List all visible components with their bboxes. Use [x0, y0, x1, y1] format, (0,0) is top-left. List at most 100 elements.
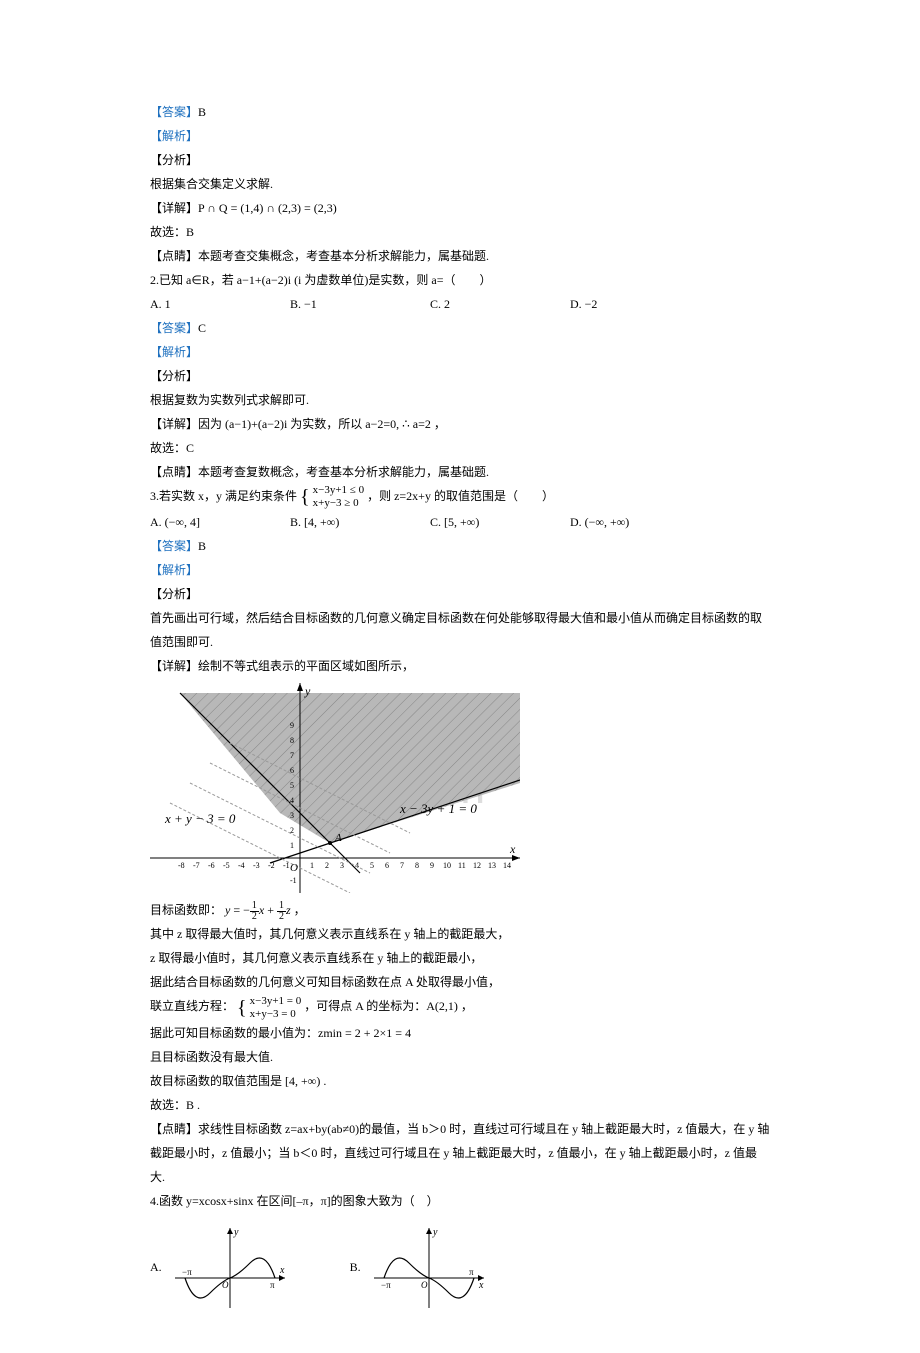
y-arrow-icon	[227, 1228, 233, 1234]
svg-text:-3: -3	[253, 861, 260, 870]
tip-label: 【点睛】	[150, 249, 198, 263]
q1-tip: 【点睛】本题考查交集概念，考查基本分析求解能力，属基础题.	[150, 244, 770, 268]
y-axis-label: y	[304, 684, 311, 698]
detail-label: 【详解】	[150, 201, 198, 215]
tip-text: 本题考查复数概念，考查基本分析求解能力，属基础题.	[198, 465, 489, 479]
q2-opt-b: B. −1	[290, 292, 430, 316]
svg-text:9: 9	[430, 861, 434, 870]
o-label: O	[222, 1280, 229, 1290]
brace-icon: {	[300, 488, 310, 506]
answer-label: 【答案】	[150, 105, 198, 119]
svg-text:1: 1	[310, 861, 314, 870]
q1-analysis-label: 【解析】	[150, 124, 770, 148]
q4-stem: 4.函数 y=xcosx+sinx 在区间[–π，π]的图象大致为（ ）	[150, 1189, 770, 1213]
svg-text:2: 2	[325, 861, 329, 870]
q3-sub-label: 【分析】	[150, 582, 770, 606]
svg-text:3: 3	[340, 861, 344, 870]
q3-l2: z 取得最小值时，其几何意义表示直线系在 y 轴上的截距最小，	[150, 946, 770, 970]
document-page: docx.com 【答案】B 【解析】 【分析】 根据集合交集定义求解. 【详解…	[0, 0, 920, 1353]
svg-text:-4: -4	[238, 861, 245, 870]
q4-opt-a-wrap: A. −π π y x O	[150, 1223, 290, 1313]
q2-options: A. 1 B. −1 C. 2 D. −2	[150, 292, 770, 316]
detail-label: 【详解】	[150, 417, 198, 431]
q3-options: A. (−∞, 4] B. [4, +∞) C. [5, +∞) D. (−∞,…	[150, 510, 770, 534]
svg-text:12: 12	[473, 861, 481, 870]
stem-pre: 3.若实数 x，y 满足约束条件	[150, 489, 300, 503]
q4-opt-b-wrap: B. −π π y x O	[350, 1223, 489, 1313]
tip-text: 求线性目标函数 z=ax+by(ab≠0)的最值，当 b＞0 时，直线过可行域且…	[150, 1122, 769, 1184]
svg-text:-7: -7	[193, 861, 200, 870]
l4-post: ，可得点 A 的坐标为：A(2,1) ，	[304, 999, 473, 1013]
q3-opt-d: D. (−∞, +∞)	[570, 510, 710, 534]
l4-c1: x−3y+1 = 0	[250, 995, 302, 1007]
answer-label: 【答案】	[150, 539, 198, 553]
q2-stem: 2.已知 a∈R，若 a−1+(a−2)i (i 为虚数单位)是实数，则 a=（…	[150, 268, 770, 292]
y-label: y	[233, 1227, 239, 1238]
q3-l7: 故目标函数的取值范围是 [4, +∞) .	[150, 1069, 770, 1093]
q4-graph-row: A. −π π y x O B.	[150, 1223, 770, 1313]
q2-conclusion: 故选：C	[150, 436, 770, 460]
line2-label: x + y − 3 = 0	[164, 811, 236, 826]
svg-text:8: 8	[290, 736, 294, 745]
x-label: x	[279, 1265, 285, 1276]
q3-analysis-label: 【解析】	[150, 558, 770, 582]
detail-text: 绘制不等式组表示的平面区域如图所示，	[198, 659, 414, 673]
tip-text: 本题考查交集概念，考查基本分析求解能力，属基础题.	[198, 249, 489, 263]
answer-value: B	[198, 105, 206, 119]
svg-text:5: 5	[370, 861, 374, 870]
constraint2: x+y−3 ≥ 0	[313, 497, 359, 509]
tip-label: 【点睛】	[150, 465, 198, 479]
svg-text:3: 3	[290, 811, 294, 820]
q2-detail: 【详解】因为 (a−1)+(a−2)i 为实数，所以 a−2=0, ∴ a=2 …	[150, 412, 770, 436]
brace-icon: {	[237, 999, 247, 1017]
detail-text: 因为 (a−1)+(a−2)i 为实数，所以 a−2=0, ∴ a=2 ，	[198, 417, 446, 431]
svg-text:-1: -1	[290, 876, 297, 885]
q3-l3: 据此结合目标函数的几何意义可知目标函数在点 A 处取得最小值，	[150, 970, 770, 994]
q2-analysis-label: 【解析】	[150, 340, 770, 364]
q1-answer: 【答案】B	[150, 100, 770, 124]
line1-label: x − 3y + 1 = 0	[399, 801, 477, 816]
point-a	[328, 841, 332, 845]
q1-sub-label: 【分析】	[150, 148, 770, 172]
detail-text: P ∩ Q = (1,4) ∩ (2,3) = (2,3)	[198, 201, 337, 215]
origin-label: O	[290, 862, 298, 874]
q3-answer: 【答案】B	[150, 534, 770, 558]
q3-l4: 联立直线方程： { x−3y+1 = 0 x+y−3 = 0 ，可得点 A 的坐…	[150, 994, 770, 1020]
x-label: x	[478, 1280, 484, 1291]
q3-detail: 【详解】绘制不等式组表示的平面区域如图所示，	[150, 654, 770, 678]
pos-pi-label: π	[469, 1267, 474, 1277]
q3-stem: 3.若实数 x，y 满足约束条件 { x−3y+1 ≤ 0 x+y−3 ≥ 0 …	[150, 484, 770, 510]
chart-svg: -8-7-6 -5-4-3 -2-1 123 456 789 101112 13…	[150, 683, 520, 893]
svg-text:-8: -8	[178, 861, 185, 870]
q3-obj: 目标函数即： y = −12x + 12z ，	[150, 898, 770, 922]
svg-text:-5: -5	[223, 861, 230, 870]
pos-pi-label: π	[270, 1280, 275, 1290]
answer-value: C	[198, 321, 206, 335]
q3-opt-a: A. (−∞, 4]	[150, 510, 290, 534]
svg-text:-6: -6	[208, 861, 215, 870]
q3-l1: 其中 z 取得最大值时，其几何意义表示直线系在 y 轴上的截距最大，	[150, 922, 770, 946]
o-label: O	[421, 1280, 428, 1290]
answer-label: 【答案】	[150, 321, 198, 335]
q4-graph-b: −π π y x O	[369, 1223, 489, 1313]
neg-pi-label: −π	[381, 1280, 391, 1290]
x-axis-label: x	[509, 842, 516, 856]
q1-sub-text: 根据集合交集定义求解.	[150, 172, 770, 196]
q3-sub-text: 首先画出可行域，然后结合目标函数的几何意义确定目标函数在何处能够取得最大值和最小…	[150, 606, 770, 654]
feasible-region-chart: -8-7-6 -5-4-3 -2-1 123 456 789 101112 13…	[150, 683, 520, 893]
q3-conclusion: 故选：B .	[150, 1093, 770, 1117]
q2-sub-label: 【分析】	[150, 364, 770, 388]
y-arrow-icon	[297, 683, 303, 691]
q2-opt-c: C. 2	[430, 292, 570, 316]
x-ticks: -8-7-6 -5-4-3 -2-1 123 456 789 101112 13…	[178, 861, 511, 870]
q2-opt-a: A. 1	[150, 292, 290, 316]
q3-tip: 【点睛】求线性目标函数 z=ax+by(ab≠0)的最值，当 b＞0 时，直线过…	[150, 1117, 770, 1189]
q2-sub-text: 根据复数为实数列式求解即可.	[150, 388, 770, 412]
q2-answer: 【答案】C	[150, 316, 770, 340]
svg-text:8: 8	[415, 861, 419, 870]
q3-l6: 且目标函数没有最大值.	[150, 1045, 770, 1069]
q3-opt-b: B. [4, +∞)	[290, 510, 430, 534]
svg-text:10: 10	[443, 861, 451, 870]
neg-pi-label: −π	[182, 1267, 192, 1277]
obj-pre: 目标函数即：	[150, 903, 222, 917]
